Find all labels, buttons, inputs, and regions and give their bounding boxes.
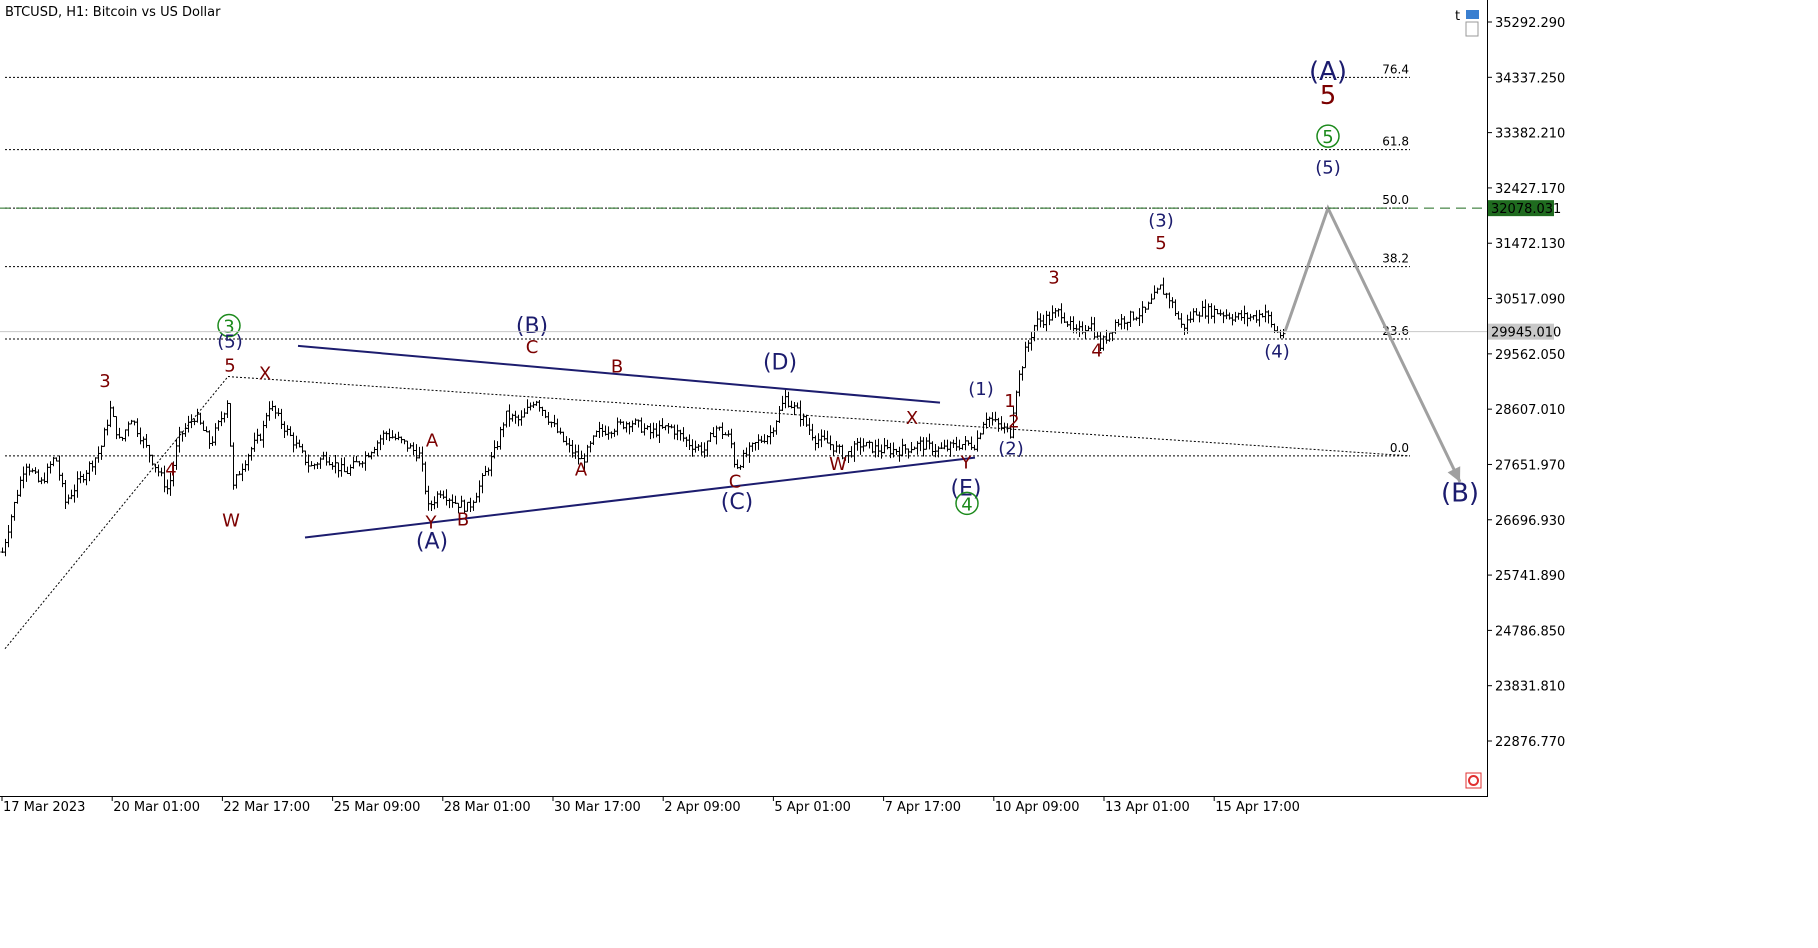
price-tick-label: 26696.930: [1495, 514, 1565, 529]
time-tick-label: 28 Mar 01:00: [444, 800, 531, 815]
dotted-trend-line: [227, 376, 1411, 457]
triangle-boundary-line: [297, 344, 941, 404]
wave-label: 3: [1048, 267, 1059, 288]
document-icon[interactable]: [1465, 21, 1479, 37]
wave-label: (1): [968, 379, 994, 400]
time-tick-label: 30 Mar 17:00: [554, 800, 641, 815]
wave-label: X: [259, 363, 271, 384]
time-tick-label: 10 Apr 09:00: [995, 800, 1080, 815]
time-tick-label: 5 Apr 01:00: [774, 800, 851, 815]
time-tick-label: 7 Apr 17:00: [885, 800, 962, 815]
fibonacci-levels: 76.461.850.038.223.60.0: [5, 62, 1410, 457]
price-bars: [0, 277, 1286, 557]
wave-label: W: [829, 454, 847, 475]
wave-label: C: [729, 472, 742, 493]
wave-label: B: [611, 356, 623, 377]
wave-label: C: [526, 337, 539, 358]
projection-arrowhead: [1447, 466, 1461, 482]
time-axis: 17 Mar 2023 20 Mar 01:00 22 Mar 17:00 25 Ma…: [1, 797, 1300, 815]
hat-icon[interactable]: [1466, 10, 1479, 19]
wave-label: A: [426, 431, 439, 452]
price-tick-label: 27651.970: [1495, 458, 1565, 473]
time-tick-label: 20 Mar 01:00: [113, 800, 200, 815]
wave-label: 5: [1320, 81, 1337, 111]
wave-label: X: [906, 408, 918, 429]
wave-label: 4: [1091, 340, 1102, 361]
wave-label-circle: [217, 313, 241, 338]
current-price-badge: [1488, 323, 1554, 340]
fib-label: 0.0: [1390, 441, 1409, 455]
fib-label: 61.8: [1382, 135, 1409, 149]
wave-label: 4: [961, 494, 972, 515]
time-tick-label: 2 Apr 09:00: [664, 800, 741, 815]
wave-label: 1: [1004, 391, 1015, 412]
wave-label: (B): [1441, 479, 1479, 509]
time-tick-label: 22 Mar 17:00: [223, 800, 310, 815]
wave-label: (C): [721, 490, 754, 515]
wave-label: A: [575, 460, 588, 481]
wave-label: 3: [99, 371, 110, 392]
price-tick-label: 32427.170: [1495, 182, 1565, 197]
alert-circle-icon: [1468, 775, 1479, 786]
time-tick-label: 17 Mar 2023: [3, 800, 85, 815]
price-tick-label: 22876.770: [1495, 735, 1565, 750]
wave-label: (5): [1315, 157, 1341, 178]
wave-label: 4: [165, 460, 176, 481]
wave-label: 5: [224, 355, 235, 376]
wave-label: Y: [425, 512, 438, 533]
triangle-boundary-line: [304, 456, 976, 539]
wave-label: (4): [1264, 341, 1290, 362]
wave-label: 5: [1322, 127, 1333, 148]
time-tick-label: 13 Apr 01:00: [1105, 800, 1190, 815]
price-tick-label: 24786.850: [1495, 624, 1565, 639]
price-tick-label: 28607.010: [1495, 403, 1565, 418]
wave-label: (A): [1309, 57, 1347, 87]
wave-label: B: [457, 509, 469, 530]
one-click-trading-icon[interactable]: t: [1455, 9, 1460, 24]
time-tick-label: 25 Mar 09:00: [334, 800, 421, 815]
trading-tool-icons[interactable]: t: [1455, 9, 1479, 37]
wave-label: (5): [217, 332, 243, 353]
price-axis: 35292.29034337.25033382.21032427.1703147…: [0, 16, 1565, 750]
wave-label: 3: [223, 317, 234, 338]
price-tick-label: 33382.210: [1495, 127, 1565, 142]
wave-label: (A): [416, 530, 448, 555]
wave-label: 5: [1155, 233, 1166, 254]
fib-label: 38.2: [1382, 252, 1409, 266]
wave-label: (3): [1148, 211, 1174, 232]
current-price-label: 29945.010: [1491, 326, 1561, 341]
fib-label: 76.4: [1382, 62, 1409, 76]
wave-label: 2: [1008, 412, 1019, 433]
wave-label: (2): [998, 439, 1024, 460]
wave-label: (D): [763, 351, 797, 376]
price-tick-label: 35292.290: [1495, 16, 1565, 31]
price-tick-label: 31472.130: [1495, 237, 1565, 252]
wave-label: Y: [960, 453, 973, 474]
price-tick-label: 23831.810: [1495, 680, 1565, 695]
fib-label: 50.0: [1382, 193, 1409, 207]
wave-label-circle: [1316, 124, 1340, 148]
wave-label: (B): [516, 314, 548, 339]
price-tick-label: 25741.890: [1495, 569, 1565, 584]
time-tick-label: 15 Apr 17:00: [1215, 800, 1300, 815]
target-price-label: 32078.031: [1491, 202, 1561, 217]
target-price-badge: [1488, 200, 1554, 217]
price-tick-label: 34337.250: [1495, 71, 1565, 86]
wave-label: W: [222, 511, 240, 532]
price-tick-label: 29562.050: [1495, 348, 1565, 363]
wave-label-circle: [955, 491, 979, 516]
symbol-title: BTCUSD, H1: Bitcoin vs US Dollar: [5, 5, 221, 20]
price-tick-label: 30517.090: [1495, 293, 1565, 308]
